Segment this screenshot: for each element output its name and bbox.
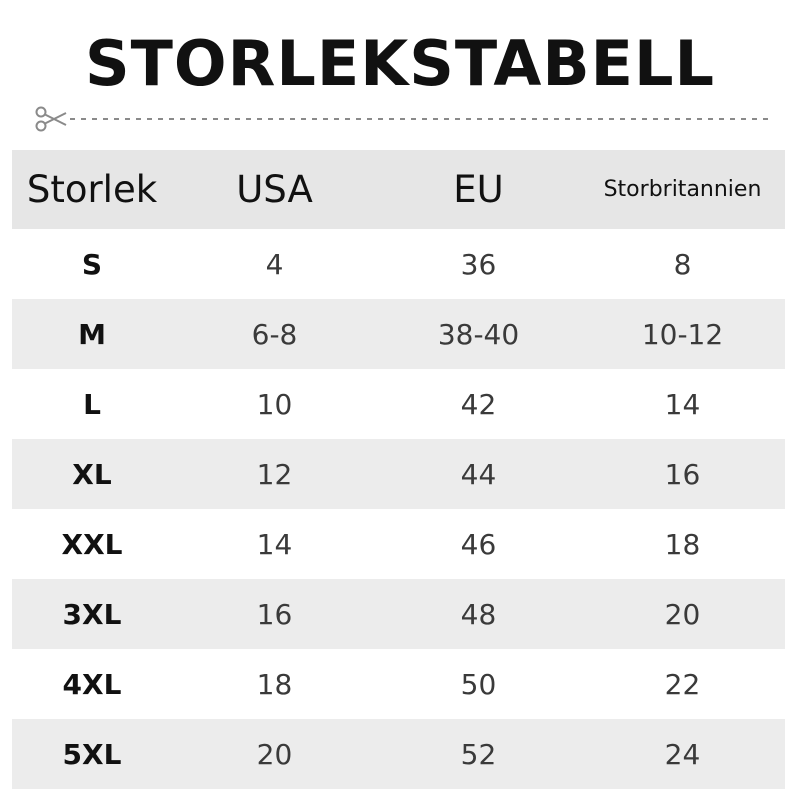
uk-cell: 10-12 (641, 317, 724, 351)
table-row: L 10 42 14 (12, 369, 785, 439)
eu-cell: 36 (460, 247, 497, 281)
size-cell: 3XL (62, 597, 122, 631)
size-cell: 4XL (62, 667, 122, 701)
usa-cell: 14 (256, 527, 293, 561)
table-row: XL 12 44 16 (12, 439, 785, 509)
table-row: XXL 14 46 18 (12, 509, 785, 579)
uk-cell: 8 (673, 247, 692, 281)
eu-cell: 44 (460, 457, 497, 491)
usa-cell: 4 (265, 247, 284, 281)
table-header-row: Storlek USA EU Storbritannien (12, 150, 785, 229)
size-table: Storlek USA EU Storbritannien S 4 36 8 M… (12, 150, 785, 789)
table-row: M 6-8 38-40 10-12 (12, 299, 785, 369)
size-cell: S (81, 247, 103, 281)
cut-line (35, 106, 768, 132)
usa-cell: 12 (256, 457, 293, 491)
uk-cell: 18 (664, 527, 701, 561)
uk-cell: 16 (664, 457, 701, 491)
eu-cell: 50 (460, 667, 497, 701)
scissors-icon (35, 106, 67, 132)
size-cell: M (78, 317, 106, 351)
header-uk: Storbritannien (603, 177, 762, 202)
usa-cell: 6-8 (251, 317, 298, 351)
eu-cell: 52 (460, 737, 497, 771)
table-row: 5XL 20 52 24 (12, 719, 785, 789)
eu-cell: 46 (460, 527, 497, 561)
eu-cell: 48 (460, 597, 497, 631)
usa-cell: 18 (256, 667, 293, 701)
usa-cell: 10 (256, 387, 293, 421)
uk-cell: 14 (664, 387, 701, 421)
header-size: Storlek (26, 168, 158, 211)
page-title: STORLEKSTABELL (84, 27, 716, 100)
usa-cell: 16 (256, 597, 293, 631)
table-row: 3XL 16 48 20 (12, 579, 785, 649)
header-usa: USA (236, 168, 313, 211)
eu-cell: 38-40 (437, 317, 520, 351)
uk-cell: 22 (664, 667, 701, 701)
size-cell: XL (72, 457, 112, 491)
uk-cell: 24 (664, 737, 701, 771)
size-cell: XXL (61, 527, 123, 561)
table-row: 4XL 18 50 22 (12, 649, 785, 719)
eu-cell: 42 (460, 387, 497, 421)
table-row: S 4 36 8 (12, 229, 785, 299)
size-cell: 5XL (62, 737, 122, 771)
usa-cell: 20 (256, 737, 293, 771)
header-eu: EU (453, 168, 504, 211)
uk-cell: 20 (664, 597, 701, 631)
size-cell: L (83, 387, 101, 421)
